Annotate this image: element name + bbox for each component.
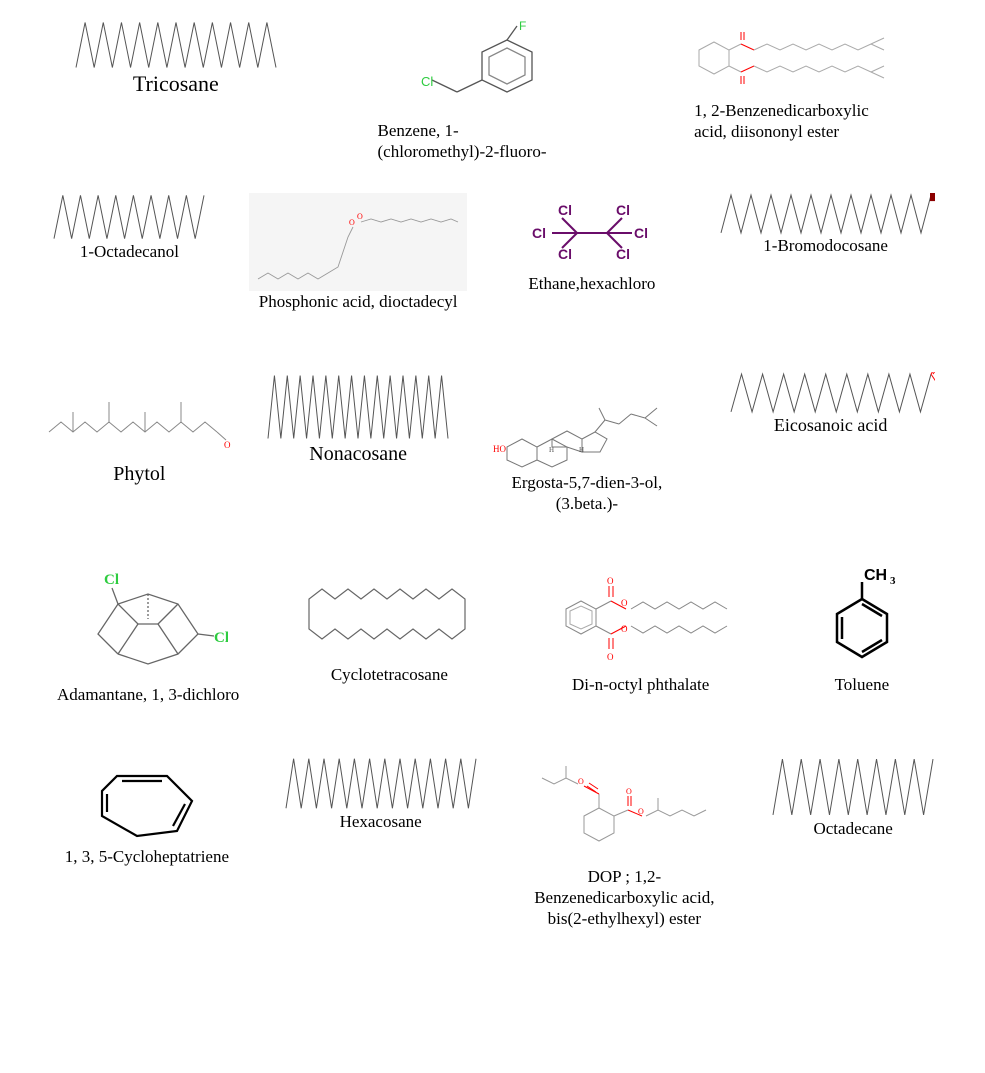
structure-ergosta: HO H H	[487, 372, 687, 472]
svg-text:Cl: Cl	[104, 572, 119, 588]
svg-text:O: O	[607, 576, 614, 586]
svg-text:O: O	[349, 218, 355, 227]
row-2: 1-Octadecanol O O Phosphonic acid, dioct…	[30, 193, 955, 312]
svg-text:O: O	[224, 440, 231, 450]
cell-phytol: O Phytol	[39, 372, 239, 487]
cell-octadecane: Octadecane	[763, 756, 943, 839]
cell-hexachloroethane: Cl Cl Cl Cl Cl Cl Ethane,hexachloro	[502, 193, 682, 294]
structure-hexachloroethane: Cl Cl Cl Cl Cl Cl	[522, 193, 662, 273]
label-nonacosane: Nonacosane	[309, 442, 407, 467]
structure-dop: O O O	[524, 756, 724, 866]
structure-bromodocosane	[717, 193, 935, 235]
svg-text:Cl: Cl	[558, 246, 572, 262]
label-hexacosane: Hexacosane	[340, 811, 422, 832]
structure-phytol: O	[44, 372, 234, 462]
svg-text:O: O	[621, 624, 628, 634]
structure-octadecanol	[50, 193, 208, 241]
label-octadecane: Octadecane	[813, 818, 892, 839]
structure-cyclotetracosane	[294, 564, 484, 664]
row-1: Tricosane Cl F Benzene, 1-(chloromethyl)…	[30, 20, 955, 163]
row-3: O Phytol Nonacosane	[30, 372, 955, 515]
svg-text:H: H	[579, 446, 584, 454]
cell-bromodocosane: 1-Bromodocosane	[711, 193, 941, 256]
cell-tricosane: Tricosane	[61, 20, 291, 98]
cell-ergosta: HO H H Ergosta-5,7-dien-3-ol, (3.beta.)-	[477, 372, 697, 515]
structure-benzene-chl-fluoro: Cl F	[387, 20, 567, 120]
svg-text:O: O	[578, 777, 584, 786]
label-cycloheptatriene: 1, 3, 5-Cycloheptatriene	[65, 846, 229, 867]
svg-text:Cl: Cl	[616, 246, 630, 262]
svg-text:HO: HO	[493, 444, 506, 454]
structure-eicosanoic: O	[727, 372, 935, 414]
structure-hexacosane	[282, 756, 480, 811]
cell-eicosanoic: O Eicosanoic acid	[716, 372, 946, 437]
row-5: 1, 3, 5-Cycloheptatriene Hexacosane O O …	[30, 756, 955, 930]
cell-cyclotetracosane: Cyclotetracosane	[284, 564, 494, 685]
label-benzene-chl-fluoro: Benzene, 1-(chloromethyl)-2-fluoro-	[377, 120, 577, 163]
svg-text:O: O	[607, 652, 614, 662]
svg-text:F: F	[519, 20, 526, 33]
label-dioctyl-phthalate: Di-n-octyl phthalate	[572, 674, 709, 695]
svg-text:Cl: Cl	[532, 225, 546, 241]
cell-dop: O O O DOP ; 1,2-Benzenedicarboxylic acid…	[509, 756, 739, 930]
label-ergosta: Ergosta-5,7-dien-3-ol, (3.beta.)-	[487, 472, 687, 515]
cell-phosphonic: O O Phosphonic acid, dioctadecyl	[243, 193, 473, 312]
structure-tricosane	[72, 20, 280, 70]
cell-diisononyl-phthalate: 1, 2-Benzenedicarboxylic acid, diisonony…	[664, 20, 924, 143]
label-hexachloroethane: Ethane,hexachloro	[528, 273, 655, 294]
cell-octadecanol: 1-Octadecanol	[44, 193, 214, 262]
svg-text:O: O	[638, 807, 644, 816]
label-cyclotetracosane: Cyclotetracosane	[331, 664, 448, 685]
structure-adamantane: Cl Cl	[68, 564, 228, 684]
structure-dioctyl-phthalate: O O O O	[541, 564, 741, 674]
svg-text:Cl: Cl	[421, 74, 433, 89]
cell-benzene-chl-fluoro: Cl F Benzene, 1-(chloromethyl)-2-fluoro-	[352, 20, 602, 163]
svg-text:Cl: Cl	[634, 225, 648, 241]
cell-toluene: CH3 Toluene	[787, 564, 937, 695]
cell-cycloheptatriene: 1, 3, 5-Cycloheptatriene	[42, 756, 252, 867]
svg-text:Cl: Cl	[214, 630, 228, 646]
label-diisononyl-phthalate: 1, 2-Benzenedicarboxylic acid, diisonony…	[694, 100, 894, 143]
cell-dioctyl-phthalate: O O O O Di-n-octyl phthalate	[531, 564, 751, 695]
svg-text:3: 3	[890, 575, 896, 587]
svg-text:Cl: Cl	[558, 202, 572, 218]
label-phytol: Phytol	[113, 462, 165, 487]
structure-cycloheptatriene	[77, 756, 217, 846]
label-eicosanoic: Eicosanoic acid	[774, 414, 887, 437]
row-4: Cl Cl Adamantane, 1, 3-dichloro Cyclotet…	[30, 564, 955, 705]
cell-hexacosane: Hexacosane	[276, 756, 486, 832]
label-octadecanol: 1-Octadecanol	[80, 241, 179, 262]
cell-adamantane: Cl Cl Adamantane, 1, 3-dichloro	[48, 564, 248, 705]
structure-diisononyl-phthalate	[679, 20, 909, 100]
cell-nonacosane: Nonacosane	[258, 372, 458, 467]
svg-text:Cl: Cl	[616, 202, 630, 218]
svg-text:CH: CH	[864, 567, 887, 584]
label-dop: DOP ; 1,2-Benzenedicarboxylic acid, bis(…	[524, 866, 724, 930]
label-bromodocosane: 1-Bromodocosane	[763, 235, 888, 256]
svg-text:O: O	[621, 598, 628, 608]
label-toluene: Toluene	[835, 674, 890, 695]
structure-toluene: CH3	[812, 564, 912, 674]
label-phosphonic: Phosphonic acid, dioctadecyl	[259, 291, 458, 312]
label-adamantane: Adamantane, 1, 3-dichloro	[57, 684, 239, 705]
svg-text:H: H	[549, 446, 554, 454]
label-tricosane: Tricosane	[133, 70, 219, 98]
structure-nonacosane	[264, 372, 452, 442]
structure-octadecane	[769, 756, 937, 818]
svg-text:O: O	[626, 787, 632, 796]
structure-phosphonic: O O	[249, 193, 467, 291]
svg-text:O: O	[357, 212, 363, 221]
compound-grid: Tricosane Cl F Benzene, 1-(chloromethyl)…	[30, 20, 955, 949]
